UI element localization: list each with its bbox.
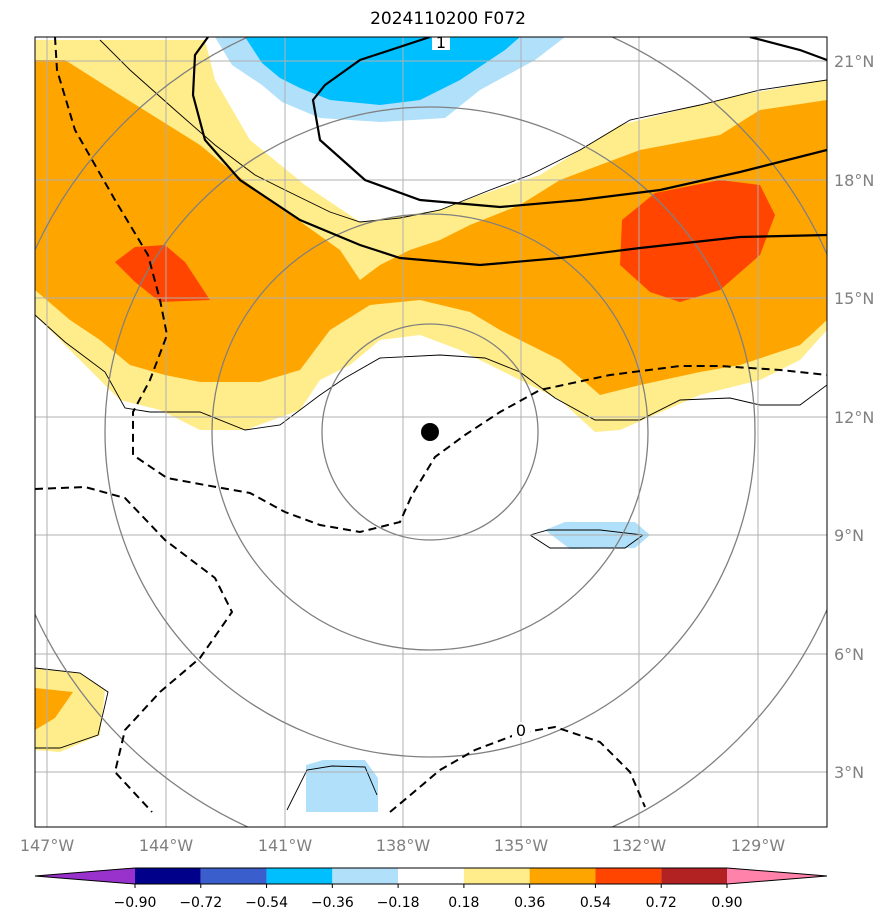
storm-center-marker	[421, 423, 439, 441]
lat-label: 12°N	[834, 408, 874, 427]
range-rings	[35, 37, 827, 827]
colorbar-segment	[595, 868, 662, 884]
contour-label-1: 1	[436, 33, 446, 52]
colorbar-segment	[200, 868, 267, 884]
lat-label: 6°N	[834, 645, 864, 664]
shading-orange-band	[35, 60, 827, 395]
graticule	[35, 37, 827, 827]
lat-label: 3°N	[834, 763, 864, 782]
colorbar-tick-label: 0.36	[514, 895, 545, 911]
colorbar-tick-label: −0.54	[245, 895, 288, 911]
colorbar-tick-label: 0.72	[646, 895, 677, 911]
colorbar-segment	[463, 868, 530, 884]
colorbar-extend-min	[35, 868, 135, 884]
lon-label: 138°W	[376, 836, 431, 855]
contour-label-0: 0	[516, 721, 526, 740]
colorbar-segment	[661, 868, 727, 884]
colorbar-segment	[332, 868, 399, 884]
colorbar-segment	[398, 868, 464, 884]
solid-contours	[191, 37, 827, 267]
colorbar-segment	[135, 868, 201, 884]
lat-label: 9°N	[834, 526, 864, 545]
dashed-contours	[35, 37, 827, 813]
colorbar-segment	[529, 868, 596, 884]
shading-south-lightblue	[306, 760, 378, 812]
colorbar-tick-label: 0.54	[580, 895, 611, 911]
shading-sw-orange	[35, 688, 73, 730]
colorbar-tick-label: −0.18	[377, 895, 420, 911]
shading-north-deepblue	[245, 37, 520, 105]
colorbar-tick-label: 0.18	[448, 895, 479, 911]
shading-sw-yellow	[35, 668, 105, 752]
lon-labels: 147°W 144°W 141°W 138°W 135°W 132°W 129°…	[20, 836, 786, 855]
lat-label: 15°N	[834, 289, 874, 308]
colorbar-segment	[266, 868, 333, 884]
contour-label-bg-1	[432, 34, 450, 50]
lat-labels: 21°N 18°N 15°N 12°N 9°N 6°N 3°N	[834, 52, 874, 782]
map-area	[35, 37, 827, 827]
contour-label-bg-0	[512, 722, 530, 738]
colorbar-extend-max	[727, 868, 827, 884]
colorbar-tick-label: −0.90	[114, 895, 157, 911]
lon-label: 147°W	[20, 836, 75, 855]
colorbar-tick-label: −0.72	[179, 895, 222, 911]
lat-label: 18°N	[834, 171, 874, 190]
lon-label: 144°W	[139, 836, 194, 855]
lon-label: 135°W	[494, 836, 549, 855]
shading-red-blob-west	[115, 245, 210, 302]
lat-label: 21°N	[834, 52, 874, 71]
lon-label: 129°W	[731, 836, 786, 855]
colorbar-tick-label: 0.90	[711, 895, 742, 911]
map-title: 2024110200 F072	[370, 9, 526, 29]
lon-label: 141°W	[258, 836, 313, 855]
map-frame	[34, 36, 828, 828]
lon-label: 132°W	[612, 836, 667, 855]
colorbar: −0.90 −0.72 −0.54 −0.36 −0.18 0.18 0.36 0.54 0.7…	[34, 867, 828, 911]
colorbar-tick-label: −0.36	[311, 895, 354, 911]
